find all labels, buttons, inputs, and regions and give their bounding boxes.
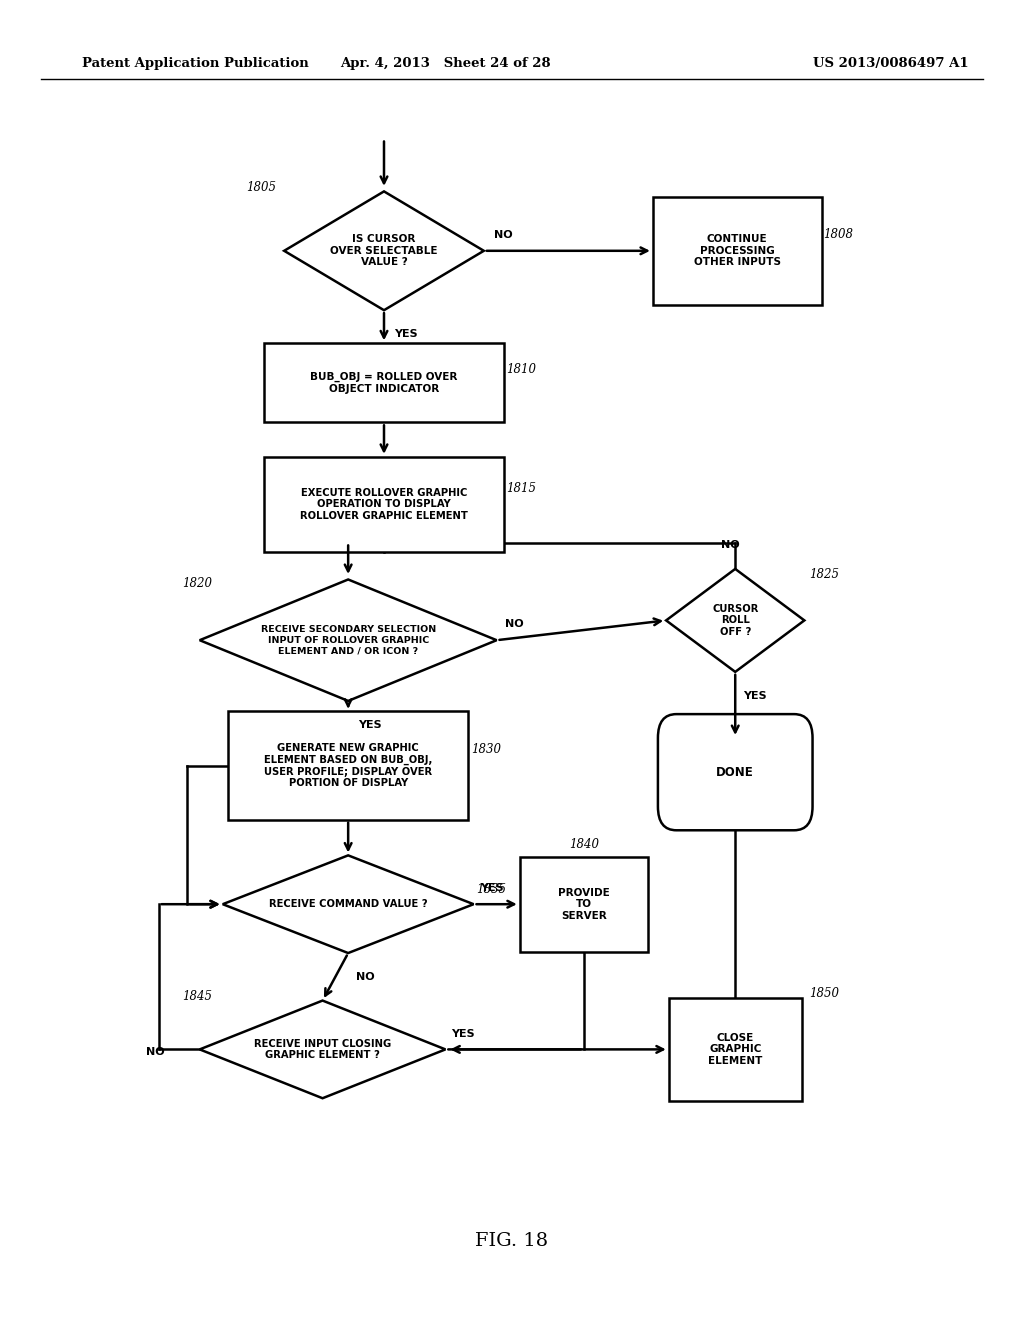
Text: Apr. 4, 2013   Sheet 24 of 28: Apr. 4, 2013 Sheet 24 of 28 (340, 57, 551, 70)
Text: NO: NO (146, 1047, 165, 1057)
Text: 1805: 1805 (246, 181, 275, 194)
Polygon shape (200, 1001, 445, 1098)
Text: NO: NO (721, 540, 739, 550)
Text: 1835: 1835 (476, 883, 506, 896)
Text: Patent Application Publication: Patent Application Publication (82, 57, 308, 70)
Text: CONTINUE
PROCESSING
OTHER INPUTS: CONTINUE PROCESSING OTHER INPUTS (694, 234, 780, 268)
Text: DONE: DONE (717, 766, 754, 779)
FancyBboxPatch shape (669, 998, 802, 1101)
Text: 1840: 1840 (569, 838, 599, 851)
Text: CLOSE
GRAPHIC
ELEMENT: CLOSE GRAPHIC ELEMENT (708, 1032, 763, 1067)
Text: 1845: 1845 (182, 990, 212, 1003)
Text: YES: YES (394, 329, 418, 339)
Polygon shape (223, 855, 473, 953)
Text: 1808: 1808 (823, 228, 853, 242)
Text: CURSOR
ROLL
OFF ?: CURSOR ROLL OFF ? (712, 603, 759, 638)
Text: PROVIDE
TO
SERVER: PROVIDE TO SERVER (558, 887, 609, 921)
Polygon shape (666, 569, 805, 672)
Text: IS CURSOR
OVER SELECTABLE
VALUE ?: IS CURSOR OVER SELECTABLE VALUE ? (331, 234, 437, 268)
Text: 1815: 1815 (506, 482, 536, 495)
Text: NO: NO (505, 619, 523, 630)
Text: NO: NO (356, 972, 375, 982)
Text: FIG. 18: FIG. 18 (475, 1232, 549, 1250)
Text: 1850: 1850 (809, 987, 839, 1001)
Text: 1830: 1830 (471, 743, 501, 756)
Text: RECEIVE SECONDARY SELECTION
INPUT OF ROLLOVER GRAPHIC
ELEMENT AND / OR ICON ?: RECEIVE SECONDARY SELECTION INPUT OF ROL… (260, 626, 436, 655)
FancyBboxPatch shape (228, 711, 469, 820)
Text: YES: YES (479, 883, 504, 894)
Text: YES: YES (743, 690, 767, 701)
FancyBboxPatch shape (264, 457, 504, 552)
Text: RECEIVE INPUT CLOSING
GRAPHIC ELEMENT ?: RECEIVE INPUT CLOSING GRAPHIC ELEMENT ? (254, 1039, 391, 1060)
Polygon shape (284, 191, 484, 310)
Text: YES: YES (452, 1028, 475, 1039)
Text: BUB_OBJ = ROLLED OVER
OBJECT INDICATOR: BUB_OBJ = ROLLED OVER OBJECT INDICATOR (310, 372, 458, 393)
Text: GENERATE NEW GRAPHIC
ELEMENT BASED ON BUB_OBJ,
USER PROFILE; DISPLAY OVER
PORTIO: GENERATE NEW GRAPHIC ELEMENT BASED ON BU… (264, 743, 432, 788)
FancyBboxPatch shape (519, 857, 647, 952)
FancyBboxPatch shape (653, 197, 821, 305)
FancyBboxPatch shape (264, 343, 504, 422)
Polygon shape (200, 579, 497, 701)
Text: 1820: 1820 (182, 577, 212, 590)
Text: 1825: 1825 (809, 568, 839, 581)
Text: RECEIVE COMMAND VALUE ?: RECEIVE COMMAND VALUE ? (269, 899, 427, 909)
Text: EXECUTE ROLLOVER GRAPHIC
OPERATION TO DISPLAY
ROLLOVER GRAPHIC ELEMENT: EXECUTE ROLLOVER GRAPHIC OPERATION TO DI… (300, 487, 468, 521)
Text: NO: NO (495, 230, 513, 240)
Text: 1810: 1810 (506, 363, 536, 376)
FancyBboxPatch shape (657, 714, 813, 830)
Text: YES: YES (358, 719, 382, 730)
Text: US 2013/0086497 A1: US 2013/0086497 A1 (813, 57, 969, 70)
